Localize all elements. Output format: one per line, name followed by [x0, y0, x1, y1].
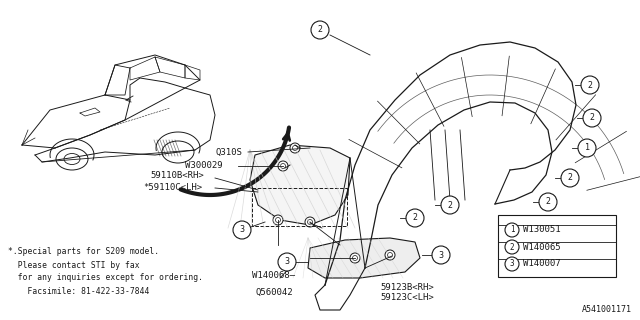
Text: 2: 2	[447, 201, 452, 210]
Circle shape	[441, 196, 459, 214]
Text: 3: 3	[509, 260, 515, 268]
Text: Q310S: Q310S	[215, 148, 242, 156]
Text: W300029: W300029	[185, 162, 223, 171]
Circle shape	[581, 76, 599, 94]
Text: W130051: W130051	[523, 226, 561, 235]
Circle shape	[311, 21, 329, 39]
Text: 59123C<LH>: 59123C<LH>	[380, 293, 434, 302]
Circle shape	[505, 223, 519, 237]
Circle shape	[290, 143, 300, 153]
Circle shape	[561, 169, 579, 187]
FancyBboxPatch shape	[498, 215, 616, 277]
Text: W140068—: W140068—	[252, 270, 295, 279]
Circle shape	[273, 215, 283, 225]
Text: 2: 2	[589, 114, 595, 123]
Text: 2: 2	[588, 81, 593, 90]
Text: 3: 3	[438, 251, 444, 260]
Circle shape	[578, 139, 596, 157]
Text: Q560042: Q560042	[255, 287, 292, 297]
Text: 1: 1	[509, 226, 515, 235]
Text: *.Special parts for S209 model.: *.Special parts for S209 model.	[8, 247, 159, 257]
Text: 3: 3	[239, 226, 244, 235]
Text: 2: 2	[317, 26, 323, 35]
Text: Facsimile: 81-422-33-7844: Facsimile: 81-422-33-7844	[8, 286, 149, 295]
Circle shape	[505, 240, 519, 254]
Circle shape	[278, 253, 296, 271]
Circle shape	[305, 217, 315, 227]
Text: 2: 2	[509, 243, 515, 252]
Circle shape	[539, 193, 557, 211]
Circle shape	[583, 109, 601, 127]
Polygon shape	[250, 145, 350, 225]
Text: 2: 2	[568, 173, 573, 182]
Circle shape	[432, 246, 450, 264]
Circle shape	[233, 221, 251, 239]
Text: for any inquiries except for ordering.: for any inquiries except for ordering.	[8, 274, 203, 283]
Text: 59123B<RH>: 59123B<RH>	[380, 283, 434, 292]
Text: 59110B<RH>: 59110B<RH>	[150, 171, 204, 180]
Text: *59110C<LH>: *59110C<LH>	[143, 183, 202, 193]
Text: A541001171: A541001171	[582, 305, 632, 314]
Text: W140007: W140007	[523, 260, 561, 268]
Text: 2: 2	[413, 213, 417, 222]
Text: 3: 3	[285, 258, 289, 267]
Text: 1: 1	[584, 143, 589, 153]
Text: 2: 2	[545, 197, 550, 206]
Circle shape	[406, 209, 424, 227]
Circle shape	[505, 257, 519, 271]
Circle shape	[278, 161, 288, 171]
Polygon shape	[308, 238, 420, 278]
Text: W140065: W140065	[523, 243, 561, 252]
Circle shape	[350, 253, 360, 263]
Circle shape	[385, 250, 395, 260]
Text: Please contact STI by fax: Please contact STI by fax	[8, 260, 140, 269]
